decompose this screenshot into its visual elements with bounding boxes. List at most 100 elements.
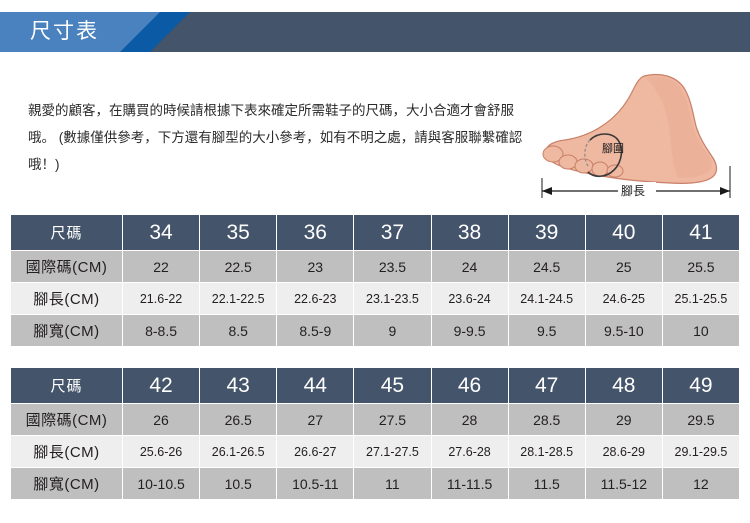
table-cell: 9-9.5 [430,314,509,347]
table-header-row: 尺碼 42 43 44 45 46 47 48 49 [10,367,741,404]
header-cell-label: 尺碼 [10,367,123,404]
ankle-shading [646,76,712,178]
table-header-row: 尺碼 34 35 36 37 38 39 40 41 [10,214,741,251]
table-cell: 24 [430,250,509,283]
table-cell: 21.6-22 [121,282,201,315]
header-cell-size: 45 [353,367,432,404]
foot-girth-label: 腳圍 [602,142,624,155]
toe-4-icon [591,161,609,177]
foot-girth-loop-back [584,139,591,167]
table-cell: 10.5-11 [276,467,355,500]
table-cell: 23 [276,250,355,283]
size-table-1: 尺碼 34 35 36 37 38 39 40 41 國際碼(CM) 22 22… [10,214,741,347]
toe-2-icon [558,154,578,170]
table-cell: 11.5 [507,467,586,500]
table-cell: 25 [584,250,663,283]
row-label: 腳寬(CM) [10,314,123,347]
table-cell: 22.5 [199,250,278,283]
header-cell-size: 40 [584,214,663,251]
table-cell: 24.6-25 [584,282,663,315]
foot-length-label-bg [618,182,656,199]
header-cell-size: 36 [276,214,355,251]
header-cell-size: 34 [121,214,201,251]
header-cell-size: 46 [430,367,509,404]
table-cell: 22 [121,250,201,283]
table-cell: 26.5 [199,403,278,436]
table-cell: 28 [430,403,509,436]
row-label: 國際碼(CM) [10,403,123,436]
header-cell-size: 38 [430,214,509,251]
table-cell: 24.5 [507,250,586,283]
table-cell: 10.5 [199,467,278,500]
table-cell: 9.5-10 [584,314,663,347]
toe-3-icon [574,158,594,174]
table-row: 腳寬(CM) 8-8.5 8.5 8.5-9 9 9-9.5 9.5 9.5-1… [10,314,741,347]
header-cell-size: 37 [353,214,432,251]
header-cell-size: 41 [661,214,741,251]
table-cell: 25.6-26 [121,435,201,468]
table-cell: 9.5 [507,314,586,347]
table-cell: 25.5 [661,250,741,283]
size-table-1-body: 國際碼(CM) 22 22.5 23 23.5 24 24.5 25 25.5 … [10,250,741,347]
table-cell: 23.6-24 [430,282,509,315]
size-table-2: 尺碼 42 43 44 45 46 47 48 49 國際碼(CM) 26 26… [10,367,741,500]
table-cell: 28.6-29 [584,435,663,468]
table-cell: 23.1-23.5 [353,282,432,315]
size-table-1-head: 尺碼 34 35 36 37 38 39 40 41 [10,214,741,251]
table-row: 國際碼(CM) 26 26.5 27 27.5 28 28.5 29 29.5 [10,403,741,436]
header-cell-size: 42 [121,367,201,404]
table-cell: 27 [276,403,355,436]
table-cell: 11 [353,467,432,500]
table-cell: 27.5 [353,403,432,436]
table-row: 腳長(CM) 21.6-22 22.1-22.5 22.6-23 23.1-23… [10,282,741,315]
table-row: 腳寬(CM) 10-10.5 10.5 10.5-11 11 11-11.5 1… [10,467,741,500]
table-cell: 8-8.5 [121,314,201,347]
table-cell: 29 [584,403,663,436]
header-cell-size: 44 [276,367,355,404]
table-cell: 29.5 [661,403,741,436]
table-cell: 29.1-29.5 [661,435,741,468]
table-cell: 11-11.5 [430,467,509,500]
header-cell-size: 43 [199,367,278,404]
table-cell: 26.6-27 [276,435,355,468]
table-cell: 25.1-25.5 [661,282,741,315]
table-cell: 22.6-23 [276,282,355,315]
table-cell: 9 [353,314,432,347]
table-cell: 24.1-24.5 [507,282,586,315]
foot-girth-loop [587,133,623,178]
toe-5-icon [606,164,624,178]
table-cell: 11.5-12 [584,467,663,500]
table-row: 腳長(CM) 25.6-26 26.1-26.5 26.6-27 27.1-27… [10,435,741,468]
table-cell: 26 [121,403,201,436]
size-table-2-body: 國際碼(CM) 26 26.5 27 27.5 28 28.5 29 29.5 … [10,403,741,500]
header-cell-label: 尺碼 [10,214,123,251]
table-row: 國際碼(CM) 22 22.5 23 23.5 24 24.5 25 25.5 [10,250,741,283]
size-table-2-head: 尺碼 42 43 44 45 46 47 48 49 [10,367,741,404]
foot-length-label: 腳長 [621,184,645,198]
row-label: 國際碼(CM) [10,250,123,283]
header-cell-size: 48 [584,367,663,404]
table-cell: 22.1-22.5 [199,282,278,315]
table-cell: 28.5 [507,403,586,436]
table-cell: 23.5 [353,250,432,283]
header-cell-size: 35 [199,214,278,251]
foot-measurement-diagram: 腳圍 腳長 [528,66,744,202]
header-cell-size: 49 [661,367,741,404]
header-cell-size: 47 [507,367,586,404]
foot-length-arrow-right [720,187,730,195]
page-banner: 尺寸表 [0,12,750,52]
table-cell: 12 [661,467,741,500]
table-cell: 8.5-9 [276,314,355,347]
table-cell: 27.6-28 [430,435,509,468]
table-cell: 27.1-27.5 [353,435,432,468]
table-cell: 8.5 [199,314,278,347]
row-label: 腳長(CM) [10,282,123,315]
row-label: 腳長(CM) [10,435,123,468]
table-cell: 10 [661,314,741,347]
row-label: 腳寬(CM) [10,467,123,500]
table-cell: 28.1-28.5 [507,435,586,468]
foot-illustration-svg: 腳圍 腳長 [541,73,731,199]
intro-paragraph: 親愛的顧客，在購買的時候請根據下表來確定所需鞋子的尺碼，大小合適才會舒服哦。 (… [28,103,523,172]
table-cell: 10-10.5 [121,467,201,500]
table-cell: 26.1-26.5 [199,435,278,468]
